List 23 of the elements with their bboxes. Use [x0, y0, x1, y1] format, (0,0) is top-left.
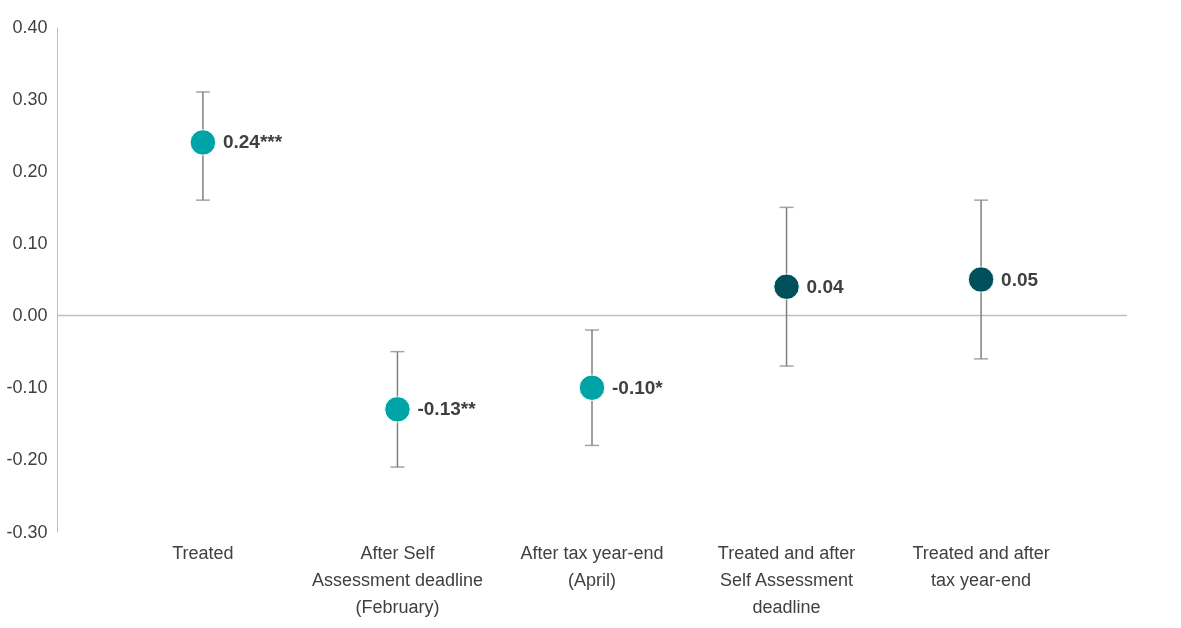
x-tick-label: After Self Assessment deadline (February) — [311, 542, 484, 617]
y-tick-label: 0.10 — [12, 232, 48, 253]
data-label: 0.24*** — [222, 131, 283, 153]
point — [967, 266, 995, 293]
point — [384, 396, 411, 423]
point — [773, 273, 800, 300]
data-label: -0.13** — [417, 398, 477, 420]
point — [578, 374, 606, 401]
data-label: 0.04 — [806, 275, 844, 297]
y-tick-label: -0.10 — [6, 377, 48, 398]
y-tick-label: 0.00 — [12, 305, 48, 326]
x-tick-label: After tax year-end (April) — [520, 542, 664, 590]
y-tick-label: 0.20 — [12, 160, 48, 181]
y-tick-label: 0.30 — [12, 88, 48, 109]
data-label: 0.05 — [1001, 268, 1039, 290]
data-label: -0.10* — [612, 376, 664, 398]
x-tick-label: Treated and after tax year-end — [912, 542, 1050, 590]
point — [189, 129, 217, 156]
x-tick-label: Treated — [172, 542, 234, 563]
y-tick-label: -0.20 — [6, 449, 48, 470]
y-tick-label: -0.30 — [6, 521, 48, 542]
y-tick-label: 0.40 — [12, 16, 48, 37]
x-tick-label: Treated and after Self Assessment deadline — [717, 542, 856, 617]
